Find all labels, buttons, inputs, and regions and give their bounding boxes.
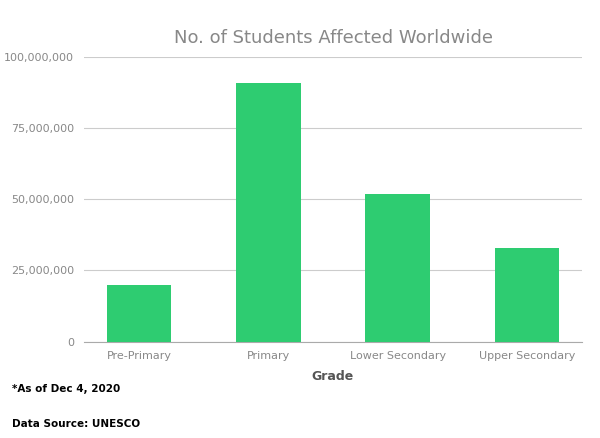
Title: No. of Students Affected Worldwide: No. of Students Affected Worldwide (173, 29, 493, 47)
Bar (365, 194, 430, 342)
Text: Data Source: UNESCO: Data Source: UNESCO (12, 419, 140, 429)
Bar (107, 285, 172, 342)
Bar (494, 248, 559, 342)
Bar (236, 82, 301, 342)
Text: cøursetakers: cøursetakers (356, 389, 499, 408)
X-axis label: Grade: Grade (312, 370, 354, 383)
Text: *As of Dec 4, 2020: *As of Dec 4, 2020 (12, 384, 120, 394)
